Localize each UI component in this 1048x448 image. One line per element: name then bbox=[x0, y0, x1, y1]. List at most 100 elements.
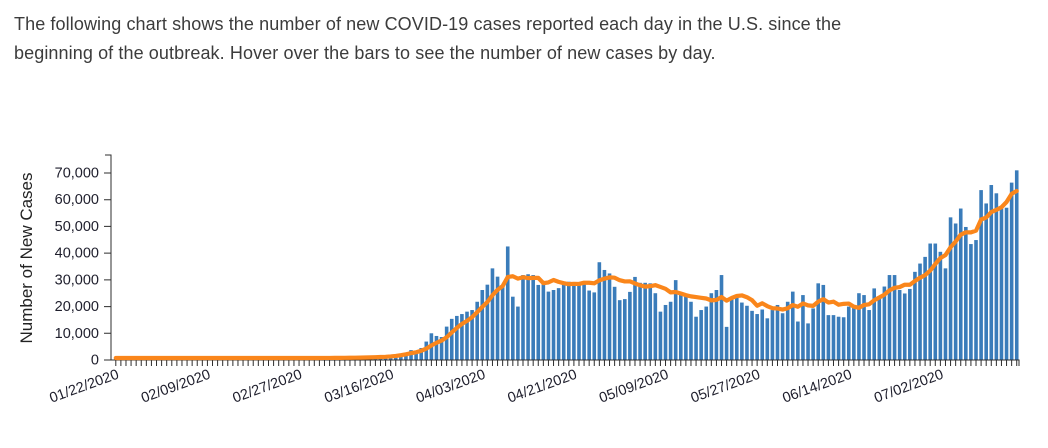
daily-cases-bar[interactable] bbox=[989, 185, 994, 360]
daily-cases-bar[interactable] bbox=[740, 302, 744, 360]
daily-cases-bar[interactable] bbox=[444, 326, 449, 361]
daily-cases-bar[interactable] bbox=[902, 293, 907, 360]
daily-cases-bar[interactable] bbox=[734, 295, 739, 361]
daily-cases-bar[interactable] bbox=[602, 269, 607, 360]
daily-cases-bar[interactable] bbox=[811, 308, 815, 360]
daily-cases-bar[interactable] bbox=[505, 246, 510, 360]
daily-cases-bar[interactable] bbox=[760, 309, 765, 360]
daily-cases-bar[interactable] bbox=[475, 301, 479, 360]
daily-cases-bar[interactable] bbox=[953, 223, 958, 360]
daily-cases-bar[interactable] bbox=[495, 276, 500, 360]
daily-cases-bar[interactable] bbox=[556, 288, 561, 361]
daily-cases-bar[interactable] bbox=[480, 290, 485, 361]
daily-cases-bar[interactable] bbox=[846, 306, 851, 360]
daily-cases-bar[interactable] bbox=[948, 217, 953, 361]
daily-cases-bar[interactable] bbox=[678, 293, 683, 360]
daily-cases-bar[interactable] bbox=[826, 315, 831, 360]
daily-cases-bar[interactable] bbox=[994, 193, 999, 360]
daily-cases-bar[interactable] bbox=[872, 288, 877, 361]
daily-cases-bar[interactable] bbox=[378, 358, 383, 361]
daily-cases-bar[interactable] bbox=[592, 292, 597, 360]
daily-cases-bar[interactable] bbox=[623, 299, 627, 360]
daily-cases-bar[interactable] bbox=[663, 304, 668, 361]
daily-cases-bar[interactable] bbox=[500, 284, 505, 360]
daily-cases-bar[interactable] bbox=[984, 203, 988, 360]
daily-cases-bar[interactable] bbox=[841, 317, 846, 361]
daily-cases-bar[interactable] bbox=[572, 282, 576, 361]
daily-cases-bar[interactable] bbox=[460, 314, 464, 360]
daily-cases-bar[interactable] bbox=[383, 358, 388, 360]
daily-cases-bar[interactable] bbox=[750, 310, 754, 361]
daily-cases-bar[interactable] bbox=[999, 208, 1004, 360]
daily-cases-bar[interactable] bbox=[852, 304, 856, 361]
daily-cases-bar[interactable] bbox=[923, 256, 927, 360]
daily-cases-bar[interactable] bbox=[928, 243, 932, 361]
daily-cases-bar[interactable] bbox=[449, 318, 454, 360]
daily-cases-bar[interactable] bbox=[969, 244, 973, 360]
daily-cases-bar[interactable] bbox=[521, 275, 525, 361]
daily-cases-bar[interactable] bbox=[1014, 170, 1019, 361]
bars-group[interactable] bbox=[114, 170, 1019, 361]
daily-cases-bar[interactable] bbox=[897, 290, 902, 361]
daily-cases-bar[interactable] bbox=[780, 313, 785, 360]
daily-cases-bar[interactable] bbox=[816, 283, 821, 360]
daily-cases-bar[interactable] bbox=[653, 293, 658, 360]
daily-cases-bar[interactable] bbox=[673, 280, 678, 360]
daily-cases-bar[interactable] bbox=[684, 295, 688, 360]
daily-cases-bar[interactable] bbox=[612, 286, 617, 360]
daily-cases-bar[interactable] bbox=[790, 291, 795, 360]
daily-cases-bar[interactable] bbox=[633, 276, 637, 361]
daily-cases-bar[interactable] bbox=[526, 274, 530, 361]
daily-cases-bar[interactable] bbox=[974, 240, 978, 360]
daily-cases-bar[interactable] bbox=[857, 293, 861, 360]
daily-cases-bar[interactable] bbox=[694, 316, 698, 360]
daily-cases-bar[interactable] bbox=[943, 268, 948, 360]
daily-cases-bar[interactable] bbox=[643, 282, 647, 361]
daily-cases-bar[interactable] bbox=[729, 298, 734, 360]
daily-cases-bar[interactable] bbox=[867, 310, 871, 360]
daily-cases-bar[interactable] bbox=[877, 298, 882, 360]
daily-cases-bar[interactable] bbox=[770, 310, 775, 360]
daily-cases-bar[interactable] bbox=[536, 284, 541, 360]
daily-cases-bar[interactable] bbox=[541, 283, 546, 360]
daily-cases-bar[interactable] bbox=[546, 291, 551, 360]
daily-cases-bar[interactable] bbox=[628, 291, 632, 361]
daily-cases-bar[interactable] bbox=[648, 283, 653, 360]
daily-cases-bar[interactable] bbox=[582, 282, 586, 361]
daily-cases-bar[interactable] bbox=[658, 311, 663, 361]
daily-cases-bar[interactable] bbox=[775, 304, 780, 361]
daily-cases-bar[interactable] bbox=[796, 321, 800, 360]
daily-cases-bar[interactable] bbox=[439, 337, 444, 361]
daily-cases-bar[interactable] bbox=[709, 293, 714, 360]
daily-cases-bar[interactable] bbox=[531, 275, 535, 361]
daily-cases-bar[interactable] bbox=[755, 314, 759, 360]
daily-cases-bar[interactable] bbox=[668, 301, 673, 360]
daily-cases-bar[interactable] bbox=[836, 316, 841, 360]
daily-cases-bar[interactable] bbox=[516, 306, 520, 360]
daily-cases-bar[interactable] bbox=[908, 288, 912, 360]
daily-cases-bar[interactable] bbox=[485, 284, 490, 361]
daily-cases-bar[interactable] bbox=[882, 286, 887, 361]
daily-cases-bar[interactable] bbox=[821, 284, 826, 360]
daily-cases-bar[interactable] bbox=[465, 311, 469, 361]
daily-cases-bar[interactable] bbox=[490, 268, 495, 360]
daily-cases-bar[interactable] bbox=[511, 296, 515, 361]
daily-cases-bar[interactable] bbox=[607, 273, 612, 361]
daily-cases-bar[interactable] bbox=[964, 226, 968, 360]
daily-cases-bar[interactable] bbox=[704, 306, 709, 360]
daily-cases-bar[interactable] bbox=[933, 243, 938, 361]
daily-cases-bar[interactable] bbox=[587, 290, 591, 360]
daily-cases-bar[interactable] bbox=[1004, 207, 1009, 361]
daily-cases-bar[interactable] bbox=[434, 335, 439, 361]
daily-cases-bar[interactable] bbox=[455, 315, 459, 360]
daily-cases-bar[interactable] bbox=[551, 290, 556, 361]
daily-cases-bar[interactable] bbox=[724, 326, 729, 360]
daily-cases-bar[interactable] bbox=[887, 275, 892, 361]
daily-cases-bar[interactable] bbox=[958, 208, 963, 360]
daily-cases-bar[interactable] bbox=[638, 282, 642, 361]
daily-cases-bar[interactable] bbox=[745, 305, 749, 360]
daily-cases-bar[interactable] bbox=[913, 271, 917, 360]
daily-cases-bar[interactable] bbox=[567, 281, 571, 361]
daily-cases-bar[interactable] bbox=[617, 300, 622, 360]
daily-cases-bar[interactable] bbox=[689, 301, 693, 360]
